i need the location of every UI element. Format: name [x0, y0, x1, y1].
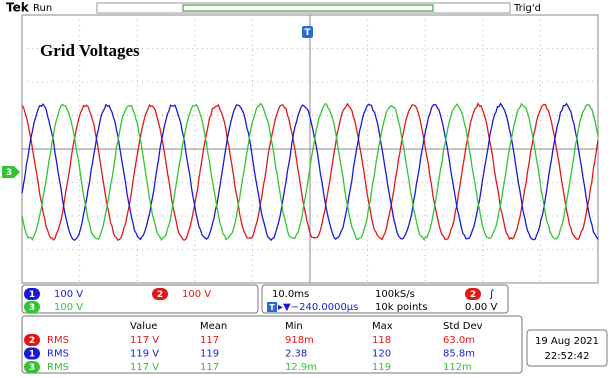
brand: Tek: [6, 1, 30, 15]
measure-value: 120: [372, 349, 391, 360]
ground-marker-label: 3: [6, 168, 12, 178]
measure-type: RMS: [47, 362, 69, 373]
measure-type: RMS: [47, 349, 69, 360]
measure-value: 117 V: [130, 362, 159, 373]
measure-value: 118: [372, 335, 391, 346]
scope-screen: Tek Run Trig'd Grid Voltages T 3 19 Aug …: [0, 0, 612, 378]
measure-value: 119: [200, 349, 219, 360]
time: 22:52:42: [545, 351, 590, 362]
column-header: Std Dev: [443, 321, 483, 332]
channel-badge-label: 2: [470, 290, 476, 300]
channel-badge-label: 2: [157, 290, 163, 300]
channel-badge-label: 1: [29, 290, 35, 300]
column-header: Max: [372, 321, 393, 332]
channel-scale: 100 V: [54, 302, 83, 313]
measure-value: 63.0m: [443, 335, 475, 346]
measure-type: RMS: [47, 335, 69, 346]
measure-value: 918m: [285, 335, 314, 346]
record-view: [183, 5, 433, 11]
channel-badge-label: 1: [29, 350, 35, 360]
column-header: Value: [130, 321, 157, 332]
run-status: Run: [33, 3, 52, 14]
channel-scale: 100 V: [54, 289, 83, 300]
measure-value: 119: [372, 362, 391, 373]
date: 19 Aug 2021: [535, 336, 599, 347]
trigger-position: ▸▼−240.0000µs: [278, 302, 358, 313]
measure-value: 2.38: [285, 349, 307, 360]
trigger-marker-label: T: [304, 28, 311, 38]
measure-value: 117: [200, 335, 219, 346]
measure-value: 117 V: [130, 335, 159, 346]
channel-badge-label: 2: [29, 336, 35, 346]
column-header: Min: [285, 321, 303, 332]
plot-title: Grid Voltages: [40, 41, 140, 60]
trigger-slope: ∫: [489, 289, 494, 300]
measure-value: 119 V: [130, 349, 159, 360]
measure-value: 12.9m: [285, 362, 317, 373]
measure-value: 112m: [443, 362, 472, 373]
trigger-level: 0.00 V: [465, 302, 497, 313]
channel-badge-label: 3: [29, 363, 35, 373]
channel-badge-label: 3: [29, 303, 35, 313]
measure-value: 117: [200, 362, 219, 373]
channel-scale: 100 V: [182, 289, 211, 300]
sample-rate: 100kS/s: [375, 289, 415, 300]
column-header: Mean: [200, 321, 227, 332]
time-scale: 10.0ms: [272, 289, 309, 300]
trigger-icon-label: T: [269, 303, 275, 312]
measure-value: 85.8m: [443, 349, 475, 360]
trigger-status: Trig'd: [513, 3, 541, 14]
record-length: 10k points: [375, 302, 427, 313]
